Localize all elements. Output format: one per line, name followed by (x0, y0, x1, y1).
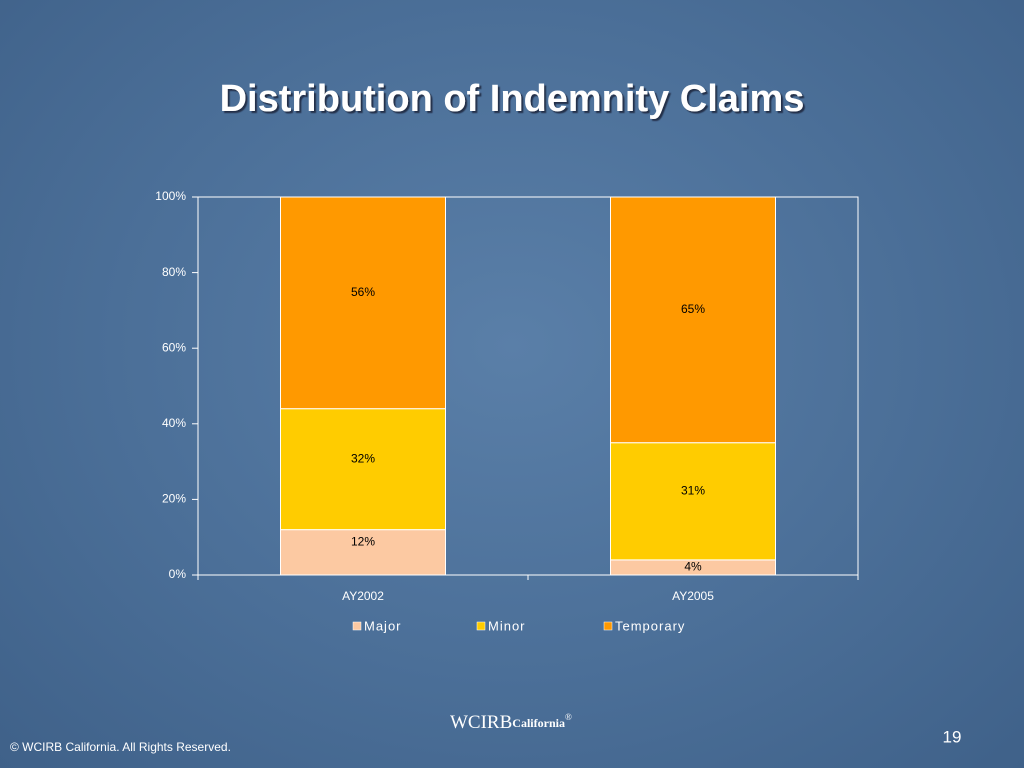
bar-segment (280, 529, 446, 576)
y-tick-label: 20% (162, 492, 186, 506)
data-label: 65% (681, 302, 705, 316)
data-label: 31% (681, 483, 705, 497)
chart-title: Distribution of Indemnity Claims (220, 78, 805, 120)
logo-sub: California (512, 716, 565, 730)
x-tick-label: AY2005 (672, 589, 714, 603)
bar-segment (610, 442, 776, 561)
bar-segment (280, 196, 446, 410)
data-label: 4% (684, 560, 702, 574)
logo-mark: ® (565, 712, 572, 722)
bar-segment (610, 196, 776, 444)
data-label: 12% (351, 534, 375, 548)
y-tick-label: 60% (162, 340, 186, 354)
y-tick-label: 80% (162, 265, 186, 279)
y-tick-label: 0% (169, 567, 187, 581)
legend-swatch (352, 621, 362, 631)
legend-label: Minor (488, 618, 526, 633)
bar-segment (280, 408, 446, 531)
legend-label: Major (364, 618, 402, 633)
data-label: 32% (351, 451, 375, 465)
footer: © WCIRB California. All Rights Reserved. (10, 740, 231, 754)
y-tick-label: 100% (155, 189, 186, 203)
legend-label: Temporary (615, 618, 685, 633)
legend-swatch (476, 621, 486, 631)
page-number: 19 (943, 727, 962, 746)
data-label: 56% (351, 285, 375, 299)
logo-name: WCIRB (450, 712, 512, 733)
x-tick-label: AY2002 (342, 589, 384, 603)
logo: WCIRBCalifornia® (450, 712, 572, 733)
legend-swatch (603, 621, 613, 631)
y-tick-label: 40% (162, 416, 186, 430)
